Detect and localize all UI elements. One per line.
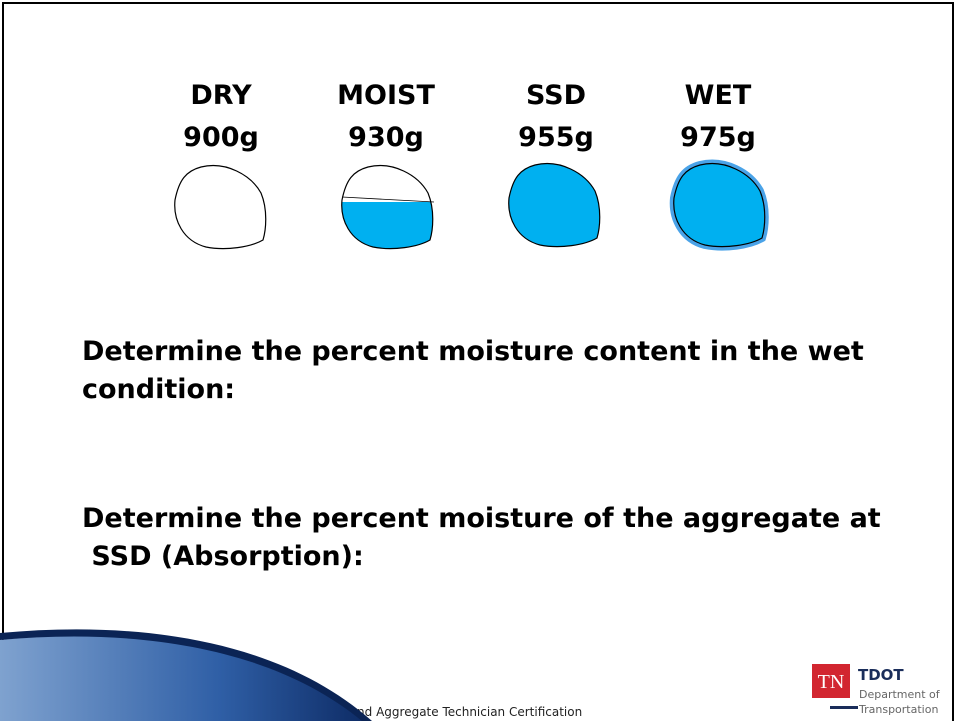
question-1-line-2: condition: xyxy=(82,374,235,405)
state-weight: 930g xyxy=(348,122,424,153)
blob-ssd xyxy=(509,164,600,247)
logo-line-2: Transportation xyxy=(858,703,938,716)
state-label: MOIST xyxy=(337,80,435,111)
logo-name: TDOT xyxy=(858,666,904,684)
state-label: SSD xyxy=(526,80,586,111)
slide: DRY 900g MOIST 930g SSD 955g WET 975g Determine… xyxy=(0,0,956,721)
state-weight: 955g xyxy=(518,122,594,153)
question-2-line-1: Determine the percent moisture of the ag… xyxy=(82,503,881,534)
question-1-line-1: Determine the percent moisture content i… xyxy=(82,336,864,367)
blob-wet xyxy=(674,164,765,247)
state-weight: 975g xyxy=(680,122,756,153)
logo: TN TDOT Department of Transportation xyxy=(812,664,941,716)
logo-badge: TN xyxy=(818,671,845,693)
state-weight: 900g xyxy=(183,122,259,153)
logo-line-1: Department of xyxy=(859,688,941,701)
state-label: WET xyxy=(685,80,752,111)
blob-moist xyxy=(342,166,434,249)
swoosh xyxy=(0,636,365,721)
state-label: DRY xyxy=(190,80,252,111)
question-2-line-2: SSD (Absorption): xyxy=(82,541,364,572)
blob-dry xyxy=(175,166,266,249)
